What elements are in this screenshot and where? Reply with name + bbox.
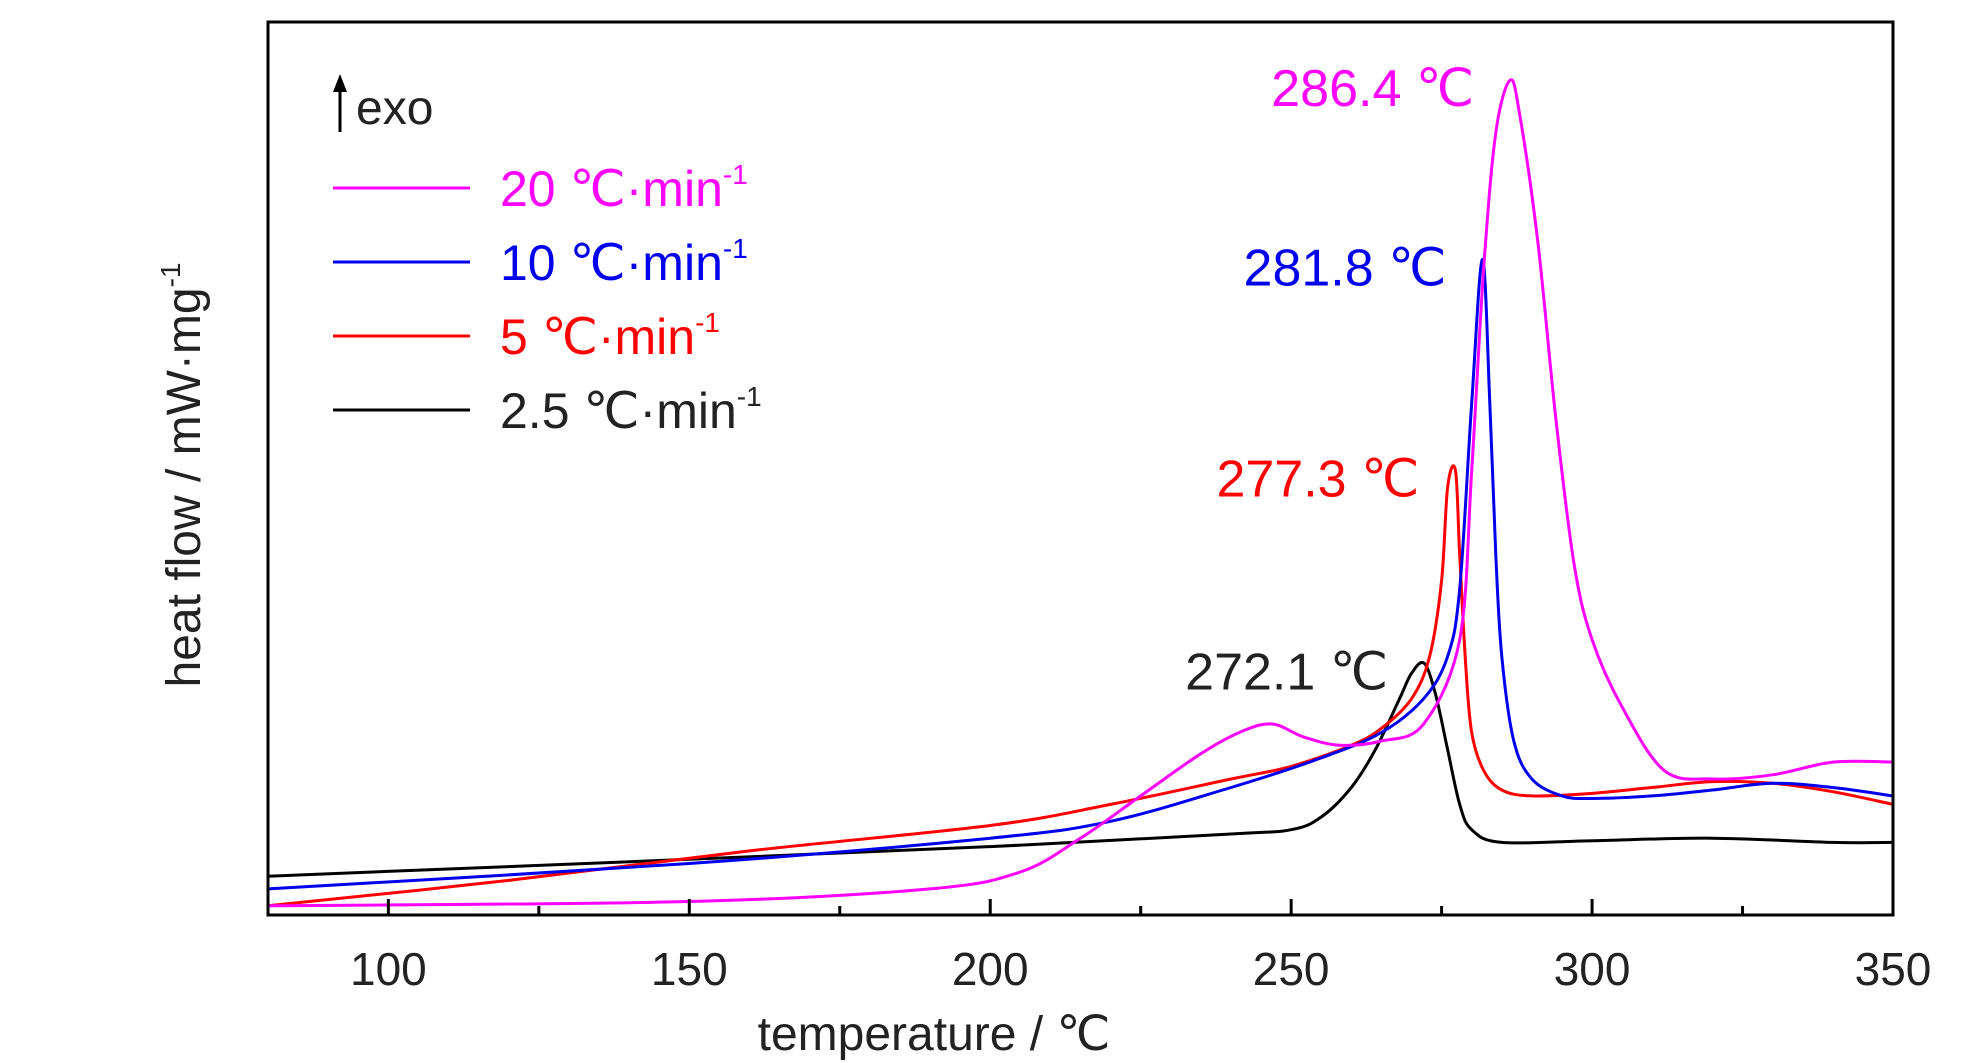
legend: exo 20 ℃·min-1 10 ℃·min-1 5 ℃·min-1 2.5 ℃·m… — [333, 74, 762, 439]
x-ticks: 100 150 200 250 300 350 — [350, 899, 1931, 995]
x-tick-label: 150 — [651, 943, 728, 995]
series-layer — [267, 78, 1894, 908]
plot-frame — [266, 20, 1895, 917]
x-tick-label: 350 — [1855, 943, 1932, 995]
series-line-1 — [267, 257, 1894, 891]
series-line-3 — [267, 660, 1894, 878]
y-axis-title-sup: -1 — [155, 263, 186, 288]
exo-arrowhead-icon — [333, 74, 347, 92]
legend-label: 2.5 ℃·min-1 — [500, 381, 762, 439]
x-tick-label: 250 — [1253, 943, 1330, 995]
peak-label: 277.3 ℃ — [1216, 451, 1419, 509]
exo-label: exo — [356, 82, 433, 135]
series-line-0 — [267, 78, 1894, 908]
peak-label: 272.1 ℃ — [1185, 643, 1388, 701]
peak-labels: 286.4 ℃ 281.8 ℃ 277.3 ℃ 272.1 ℃ — [1185, 60, 1474, 701]
x-axis-title: temperature / ℃ — [758, 1008, 1111, 1061]
series-line-2 — [267, 464, 1894, 908]
legend-label: 20 ℃·min-1 — [500, 159, 748, 217]
svg-text:heat flow / mW·mg-1: heat flow / mW·mg-1 — [155, 263, 211, 688]
peak-label: 281.8 ℃ — [1244, 239, 1447, 297]
legend-label: 10 ℃·min-1 — [500, 233, 748, 291]
y-axis-title: heat flow / mW·mg-1 — [155, 263, 211, 688]
legend-label: 5 ℃·min-1 — [500, 307, 720, 365]
exo-indicator: exo — [333, 74, 433, 135]
x-tick-label: 300 — [1554, 943, 1631, 995]
x-tick-label: 100 — [350, 943, 427, 995]
peak-label: 286.4 ℃ — [1271, 60, 1474, 118]
y-axis-title-text: heat flow / mW·mg — [158, 287, 211, 687]
x-tick-label: 200 — [952, 943, 1029, 995]
